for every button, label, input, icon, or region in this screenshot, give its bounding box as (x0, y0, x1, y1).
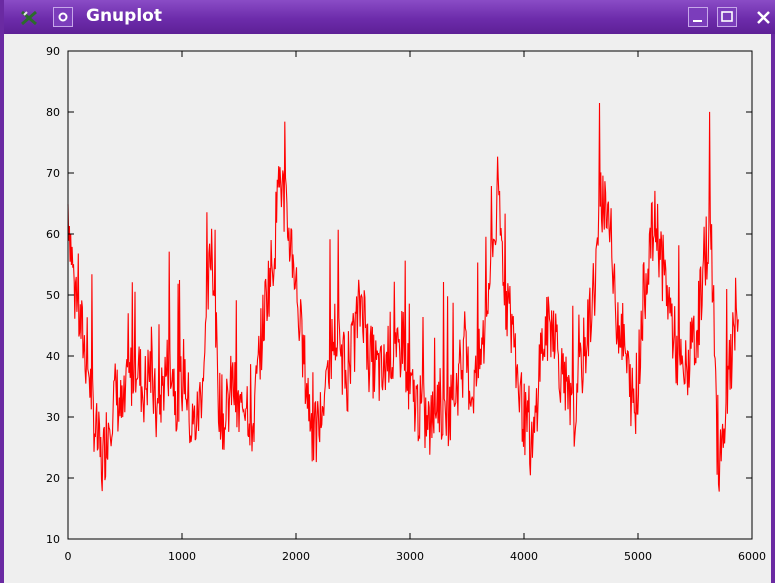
x-tick-label: 5000 (624, 550, 652, 563)
x-tick-labels: 0 1000 2000 3000 4000 5000 6000 (65, 550, 767, 563)
title-bar[interactable]: Gnuplot (4, 0, 775, 34)
x-tick-label: 4000 (510, 550, 538, 563)
gnuplot-app-icon[interactable] (19, 8, 39, 28)
y-tick-labels: 10 20 30 40 50 60 70 80 90 (46, 45, 60, 546)
tick-layer (67, 50, 753, 540)
y-tick-label: 70 (46, 167, 60, 180)
y-tick-label: 30 (46, 411, 60, 424)
y-tick-label: 20 (46, 472, 60, 485)
x-tick-label: 1000 (168, 550, 196, 563)
y-tick-label: 60 (46, 228, 60, 241)
y-tick-label: 10 (46, 533, 60, 546)
minimize-icon[interactable] (688, 7, 708, 27)
window-menu-icon[interactable] (53, 7, 73, 27)
window-title: Gnuplot (86, 6, 162, 26)
maximize-icon[interactable] (717, 7, 737, 27)
y-tick-label: 40 (46, 350, 60, 363)
x-tick-label: 0 (65, 550, 72, 563)
x-tick-label: 6000 (738, 550, 766, 563)
x-tick-label: 2000 (282, 550, 310, 563)
x-tick-label: 3000 (396, 550, 424, 563)
plot-frame (67, 50, 753, 540)
series-layer (67, 102, 739, 492)
y-tick-label: 80 (46, 106, 60, 119)
line-chart: 0 1000 2000 3000 4000 5000 6000 10 20 30 40 50 60 70… (46, 45, 767, 563)
close-icon[interactable] (754, 8, 774, 28)
y-tick-label: 90 (46, 45, 60, 58)
series-line (67, 102, 739, 492)
y-tick-label: 50 (46, 289, 60, 302)
